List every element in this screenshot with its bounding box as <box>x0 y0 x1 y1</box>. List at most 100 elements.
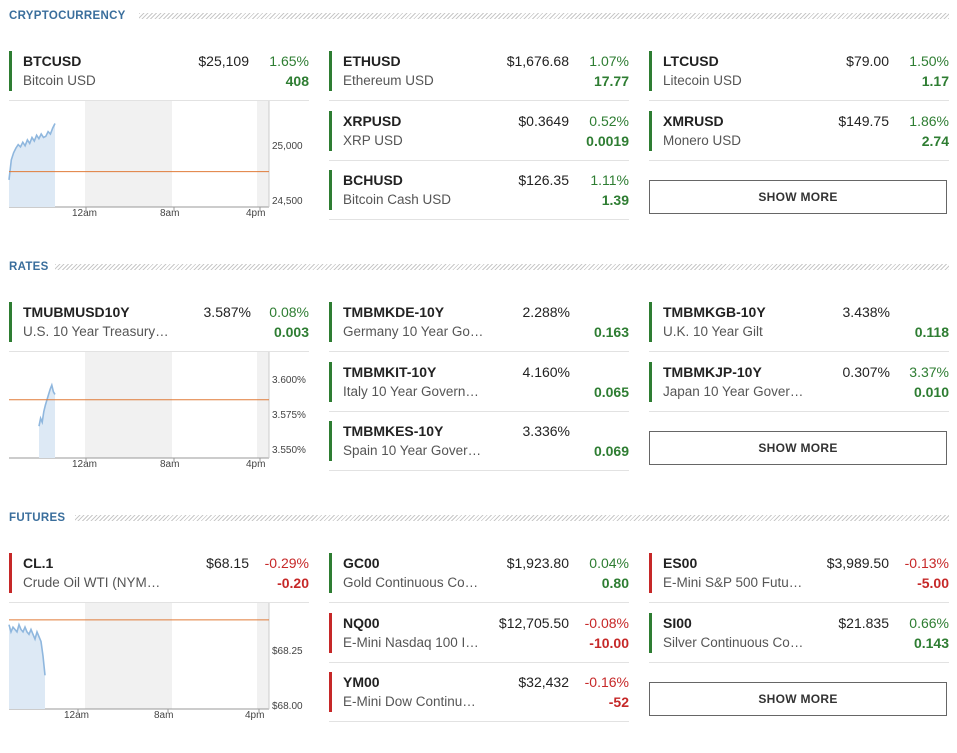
quote-ethusd[interactable]: ETHUSD Ethereum USD $1,676.68 1.07% 17.77 <box>329 51 629 91</box>
quote-symbol[interactable]: BTCUSD <box>23 53 82 69</box>
section-title[interactable]: CRYPTOCURRENCY <box>9 10 126 22</box>
quote-percent-change: -0.29% <box>264 555 309 571</box>
quote-symbol[interactable]: SI00 <box>663 615 692 631</box>
quote-name: E-Mini Dow Continu… <box>343 694 476 709</box>
quote-name: Bitcoin Cash USD <box>343 192 452 207</box>
divider <box>329 100 629 101</box>
section-title[interactable]: FUTURES <box>9 512 66 524</box>
chart-x-tick-label: 4pm <box>246 208 266 219</box>
quote-name: U.S. 10 Year Treasury… <box>23 324 169 339</box>
chart-series-line <box>8 622 46 676</box>
quote-gc00[interactable]: GC00 Gold Continuous Co… $1,923.80 0.04% 0.8… <box>329 553 629 593</box>
quote-symbol[interactable]: GC00 <box>343 555 380 571</box>
quote-percent-change: 0.66% <box>909 615 949 631</box>
quote-tmbmkde-10y[interactable]: TMBMKDE-10Y Germany 10 Year Go… 2.288% 0.16… <box>329 302 629 342</box>
quote-symbol[interactable]: CL.1 <box>23 555 54 571</box>
quote-change: 0.80 <box>601 575 629 591</box>
quote-tmbmkes-10y[interactable]: TMBMKES-10Y Spain 10 Year Gover… 3.336% 0.0… <box>329 421 629 461</box>
quote-symbol[interactable]: XMRUSD <box>663 113 724 129</box>
quote-price: $12,705.50 <box>498 615 569 631</box>
quote-symbol[interactable]: TMBMKES-10Y <box>343 423 444 439</box>
quote-percent-change: 0.08% <box>269 304 309 320</box>
market-closed-band <box>257 101 269 207</box>
quote-xmrusd[interactable]: XMRUSD Monero USD $149.75 1.86% 2.74 <box>649 111 949 151</box>
quote-symbol[interactable]: TMBMKIT-10Y <box>343 364 437 380</box>
quote-percent-change: 0.52% <box>589 113 629 129</box>
divider <box>649 411 949 412</box>
divider <box>9 602 309 603</box>
quote-name: Spain 10 Year Gover… <box>343 443 482 458</box>
chart-svg <box>9 352 270 461</box>
intraday-chart[interactable]: 25,000 24,500 12am 8am 4pm <box>8 101 309 226</box>
quote-ltcusd[interactable]: LTCUSD Litecoin USD $79.00 1.50% 1.17 <box>649 51 949 91</box>
quote-name: U.K. 10 Year Gilt <box>663 324 763 339</box>
section-header: CRYPTOCURRENCY <box>9 9 949 23</box>
chart-y-tick-label: 24,500 <box>272 196 303 207</box>
quote-xrpusd[interactable]: XRPUSD XRP USD $0.3649 0.52% 0.0019 <box>329 111 629 151</box>
divider <box>649 602 949 603</box>
quote-ym00[interactable]: YM00 E-Mini Dow Continu… $32,432 -0.16% -52 <box>329 672 629 712</box>
section-header: RATES <box>9 260 949 274</box>
chart-x-tick-label: 4pm <box>245 710 265 721</box>
quote-change: 0.0019 <box>586 133 629 149</box>
quote-main[interactable]: CL.1 Crude Oil WTI (NYM… $68.15 -0.29% -0.20 <box>9 553 309 593</box>
section-title[interactable]: RATES <box>9 261 49 273</box>
quote-price: $25,109 <box>198 53 249 69</box>
quote-percent-change: -0.16% <box>584 674 629 690</box>
section-cryptocurrency: CRYPTOCURRENCY BTCUSD Bitcoin USD $25,109 1.… <box>0 0 957 251</box>
show-more-button[interactable]: SHOW MORE <box>649 682 947 716</box>
quote-symbol[interactable]: TMBMKJP-10Y <box>663 364 762 380</box>
quote-price: 3.336% <box>522 423 570 439</box>
quote-name: Ethereum USD <box>343 73 434 88</box>
quote-change: -10.00 <box>589 635 629 651</box>
quote-percent-change: 3.37% <box>909 364 949 380</box>
quote-main[interactable]: BTCUSD Bitcoin USD $25,109 1.65% 408 <box>9 51 309 91</box>
quote-tmbmkit-10y[interactable]: TMBMKIT-10Y Italy 10 Year Govern… 4.160% 0.… <box>329 362 629 402</box>
divider <box>649 100 949 101</box>
quote-percent-change: -0.13% <box>904 555 949 571</box>
quote-price: 3.587% <box>203 304 251 320</box>
quote-symbol[interactable]: TMBMKDE-10Y <box>343 304 445 320</box>
quote-price: 3.438% <box>842 304 890 320</box>
quote-si00[interactable]: SI00 Silver Continuous Co… $21.835 0.66% 0.1… <box>649 613 949 653</box>
quote-symbol[interactable]: ES00 <box>663 555 698 571</box>
quote-percent-change: 1.86% <box>909 113 949 129</box>
quote-price: $21.835 <box>838 615 889 631</box>
chart-y-tick-label: $68.25 <box>272 646 303 657</box>
quote-price: $126.35 <box>518 172 569 188</box>
divider <box>329 351 629 352</box>
show-more-button[interactable]: SHOW MORE <box>649 431 947 465</box>
intraday-chart[interactable]: $68.25 $68.00 12am 8am 4pm <box>8 603 309 728</box>
quote-symbol[interactable]: LTCUSD <box>663 53 719 69</box>
divider <box>329 602 629 603</box>
quote-tmbmkjp-10y[interactable]: TMBMKJP-10Y Japan 10 Year Gover… 0.307% 3.3… <box>649 362 949 402</box>
quote-change: -52 <box>608 694 629 710</box>
quote-change: 17.77 <box>593 73 629 89</box>
quote-symbol[interactable]: BCHUSD <box>343 172 403 188</box>
intraday-chart[interactable]: 3.600% 3.575% 3.550% 12am 8am 4pm <box>9 352 309 477</box>
quote-price: 0.307% <box>842 364 890 380</box>
quote-es00[interactable]: ES00 E-Mini S&P 500 Futu… $3,989.50 -0.13% -… <box>649 553 949 593</box>
chart-svg <box>8 101 270 210</box>
quote-percent-change: -0.08% <box>584 615 629 631</box>
quote-bchusd[interactable]: BCHUSD Bitcoin Cash USD $126.35 1.11% 1.39 <box>329 170 629 210</box>
section-rule <box>55 264 949 270</box>
quote-change: 408 <box>285 73 309 89</box>
quote-change: 0.003 <box>273 324 309 340</box>
quote-price: $0.3649 <box>518 113 569 129</box>
divider <box>649 351 949 352</box>
show-more-button[interactable]: SHOW MORE <box>649 180 947 214</box>
quote-main[interactable]: TMUBMUSD10Y U.S. 10 Year Treasury… 3.587% 0… <box>9 302 309 342</box>
quote-symbol[interactable]: ETHUSD <box>343 53 401 69</box>
quote-nq00[interactable]: NQ00 E-Mini Nasdaq 100 I… $12,705.50 -0.08%… <box>329 613 629 653</box>
divider <box>9 100 309 101</box>
market-closed-band <box>85 603 172 709</box>
quote-symbol[interactable]: TMUBMUSD10Y <box>23 304 130 320</box>
divider <box>329 411 629 412</box>
quote-tmbmkgb-10y[interactable]: TMBMKGB-10Y U.K. 10 Year Gilt 3.438% 0.118 <box>649 302 949 342</box>
quote-symbol[interactable]: XRPUSD <box>343 113 402 129</box>
quote-symbol[interactable]: NQ00 <box>343 615 380 631</box>
quote-symbol[interactable]: TMBMKGB-10Y <box>663 304 766 320</box>
quote-name: Italy 10 Year Govern… <box>343 384 479 399</box>
quote-symbol[interactable]: YM00 <box>343 674 380 690</box>
